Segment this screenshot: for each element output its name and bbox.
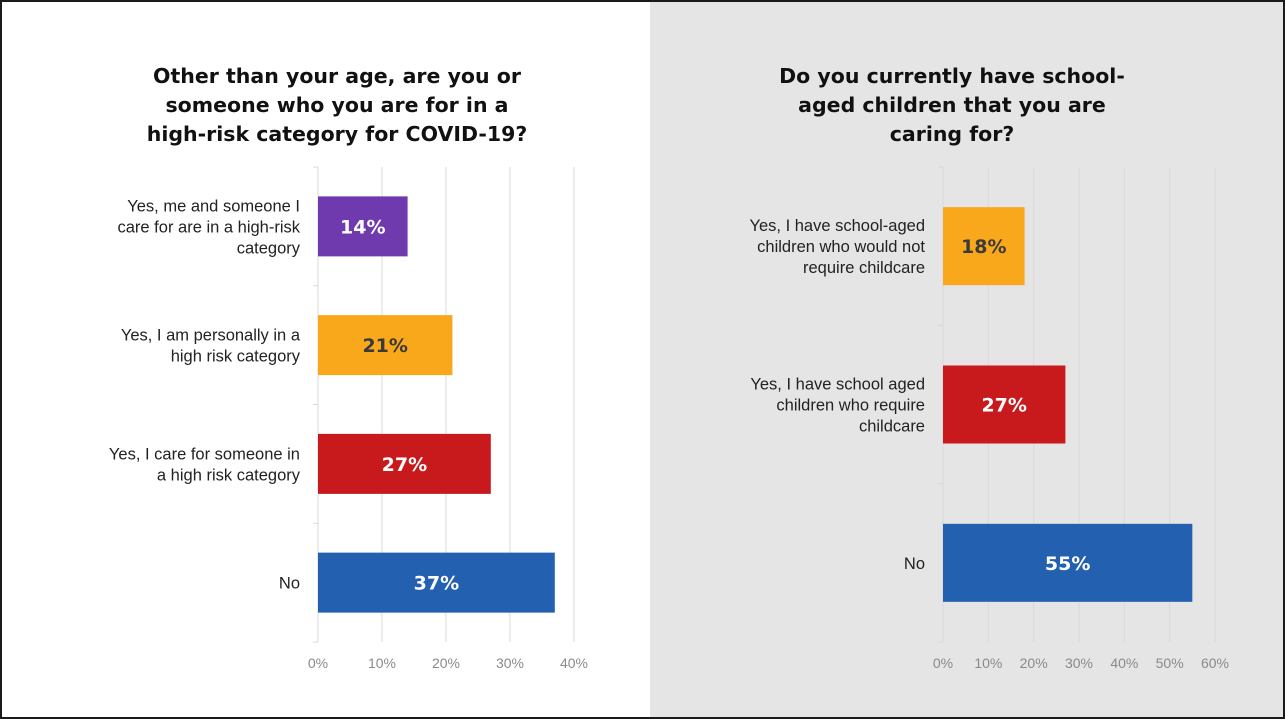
data-label: 18% (961, 236, 1006, 258)
bar (318, 433, 491, 494)
title-line: Do you currently have school- (779, 64, 1125, 88)
x-tick-label: 30% (1065, 655, 1093, 671)
category-label: Yes, I have school-aged children who woul… (749, 217, 925, 277)
bar (318, 315, 453, 376)
x-tick-label: 10% (368, 655, 396, 671)
title-line: Other than your age, are you or (153, 64, 521, 88)
data-label: 14% (340, 216, 385, 238)
bar (943, 523, 1193, 602)
category-label-line: high risk category (171, 348, 301, 366)
category-label-line: Yes, me and someone I (127, 197, 300, 215)
category-label-line: No (279, 575, 300, 593)
title-line: someone who you are for in a (165, 93, 509, 117)
x-tick-label: 10% (974, 655, 1002, 671)
category-label: Yes, me and someone I care for are in a h… (118, 197, 301, 257)
category-label: Yes, I care for someone in a high risk ca… (109, 445, 301, 484)
bar (943, 207, 1025, 286)
category-label-line: Yes, I have school-aged (749, 217, 925, 235)
x-tick-label: 20% (1020, 655, 1048, 671)
chart-title-high-risk: Other than your age, are you or someone … (102, 62, 572, 149)
category-label-line: require childcare (803, 259, 925, 277)
data-label: 55% (1045, 553, 1090, 575)
bar (943, 365, 1066, 444)
x-tick-label: 40% (560, 655, 588, 671)
category-label-line: children who require (776, 397, 925, 415)
x-tick-label: 20% (432, 655, 460, 671)
category-label-line: category (237, 239, 301, 257)
category-label: No (904, 555, 925, 573)
category-label: Yes, I have school aged children who requ… (750, 376, 925, 436)
category-label-line: Yes, I care for someone in (109, 445, 300, 463)
category-label: Yes, I am personally in a high risk categ… (121, 327, 301, 366)
x-tick-label: 60% (1201, 655, 1229, 671)
title-line: caring for? (889, 122, 1015, 146)
x-tick-label: 40% (1110, 655, 1138, 671)
high-risk-bar-chart: 0% 10% 20% 30% 40% 14% Yes, me and someone I ca… (109, 166, 588, 671)
x-tick-label: 50% (1156, 655, 1184, 671)
title-line: high-risk category for COVID-19? (146, 122, 528, 146)
data-label: 27% (981, 395, 1026, 417)
category-label-line: No (904, 555, 925, 573)
x-tick-label: 0% (308, 655, 328, 671)
category-label: No (279, 575, 300, 593)
data-label: 21% (362, 335, 407, 357)
bar (318, 196, 408, 257)
bar (318, 552, 555, 613)
x-tick-label: 30% (496, 655, 524, 671)
category-label-line: children who would not (757, 238, 925, 256)
category-label-line: care for are in a high-risk (118, 218, 301, 236)
data-label: 37% (414, 573, 459, 595)
data-label: 27% (382, 454, 427, 476)
title-line: aged children that you are (798, 93, 1106, 117)
category-label-line: Yes, I am personally in a (121, 327, 301, 345)
category-label-line: childcare (859, 418, 925, 436)
chart-title-school-children: Do you currently have school- aged child… (742, 62, 1162, 149)
category-label-line: a high risk category (157, 466, 301, 484)
category-label-line: Yes, I have school aged (750, 376, 925, 394)
x-tick-label: 0% (933, 655, 953, 671)
